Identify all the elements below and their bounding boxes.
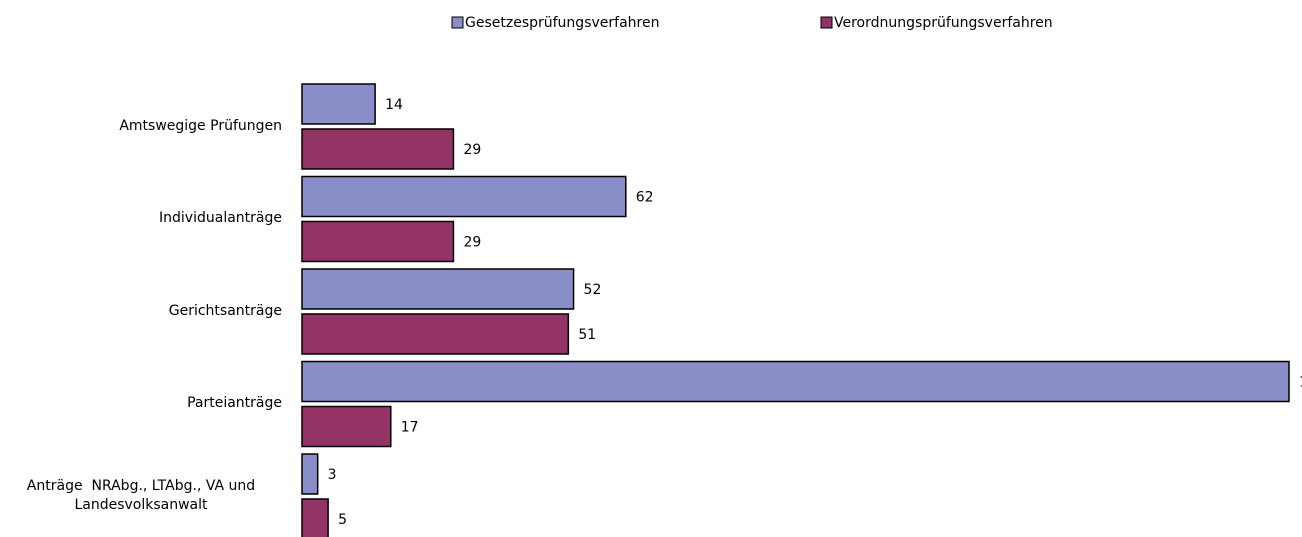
bar: [301, 175, 627, 218]
legend-swatch: [820, 16, 833, 29]
legend-label: Gesetzesprüfungsverfahren: [465, 15, 659, 31]
category-text: Amtswegige Prüfungen: [119, 117, 282, 134]
bar: [301, 405, 392, 448]
category-text: Gerichtsanträge: [168, 302, 282, 319]
category-label: Parteianträge: [187, 394, 282, 413]
value-label: 5: [338, 512, 347, 528]
value-label: 52: [584, 282, 602, 298]
category-label: Anträge NRAbg., LTAbg., VA und Landesvol…: [0, 477, 282, 515]
category-text: Parteianträge: [187, 395, 282, 411]
bar: [301, 360, 1290, 403]
category-text: Anträge NRAbg., LTAbg., VA und Landesvol…: [26, 478, 260, 513]
category-label: Gerichtsanträge: [169, 302, 282, 321]
bar: [301, 268, 575, 310]
value-label: 29: [463, 235, 481, 251]
value-label: 29: [463, 142, 481, 158]
bar: [301, 453, 319, 495]
value-label: 51: [578, 327, 596, 343]
category-label: Amtswegige Prüfungen: [119, 117, 282, 136]
bar: [301, 128, 455, 170]
category-label: Individualanträge: [159, 209, 282, 228]
bar: [301, 83, 376, 125]
value-label: 3: [328, 467, 337, 483]
value-label: 17: [401, 420, 419, 436]
bar: [301, 313, 570, 355]
bar: [301, 498, 329, 537]
value-label: 62: [636, 190, 654, 206]
value-label: 14: [385, 97, 403, 113]
category-text: Individualanträge: [159, 210, 282, 226]
value-label: 189: [1299, 375, 1302, 391]
legend-label: Verordnungsprüfungsverfahren: [834, 15, 1053, 31]
legend-swatch: [451, 16, 464, 29]
bar: [301, 220, 455, 263]
